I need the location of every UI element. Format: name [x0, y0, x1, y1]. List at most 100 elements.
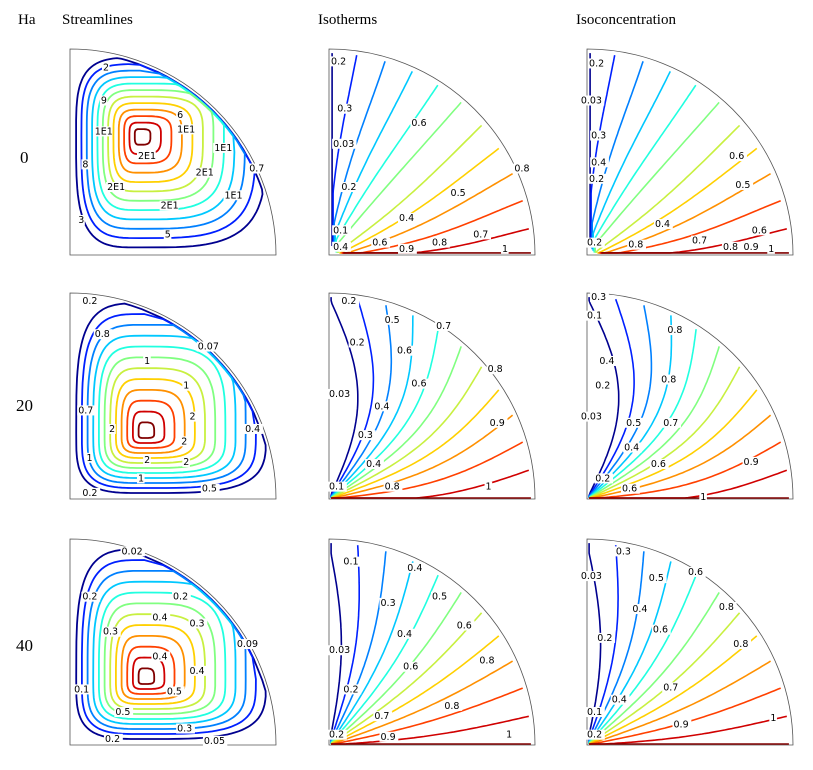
- isotherm-contour: [336, 101, 462, 253]
- streamline-label: 0.3: [177, 724, 192, 735]
- isoconcentration-label-bg: [623, 442, 642, 453]
- isotherm-contour: [337, 124, 483, 253]
- isoconcentration-label-bg: [586, 237, 605, 248]
- streamline-label-bg: [176, 124, 195, 135]
- isoconcentration-label: 0.4: [655, 219, 670, 230]
- isotherm-label-bg: [488, 417, 508, 428]
- isotherm-contour: [331, 715, 529, 745]
- streamline-label-bg: [188, 665, 208, 676]
- isotherm-label-bg: [383, 314, 403, 325]
- isotherm-label: 0.6: [372, 238, 387, 249]
- isoconcentration-label: 0.8: [719, 602, 734, 613]
- isotherm-label-bg: [340, 296, 360, 307]
- isotherm-contour: [330, 660, 514, 745]
- isotherm-label-bg: [486, 364, 506, 375]
- isotherm-label-bg: [340, 182, 360, 193]
- isotherm-label: 0.9: [381, 732, 396, 743]
- isotherm-label: 0.1: [333, 225, 348, 236]
- isotherm-label-bg: [332, 241, 351, 252]
- isoconcentration-label: 0.5: [735, 180, 750, 191]
- isoconcentration-label-bg: [767, 243, 775, 254]
- streamline-label-bg: [176, 723, 195, 734]
- isoconcentration-label-bg: [586, 707, 605, 718]
- streamline-label: 0.2: [82, 296, 97, 307]
- streamline-label: 1E1: [177, 124, 195, 135]
- isotherm-label: 0.5: [432, 592, 447, 603]
- isoconcentration-label: 0.7: [692, 236, 707, 247]
- isotherm-label: 0.4: [374, 401, 389, 412]
- streamline-label-bg: [106, 182, 125, 193]
- isotherm-label: 0.6: [411, 379, 426, 390]
- streamline-label: 2: [183, 457, 189, 468]
- streamline-contour: [120, 389, 186, 454]
- streamline-label: 2E1: [138, 151, 156, 162]
- isoconcentration-label: 0.03: [581, 571, 602, 582]
- streamline-label-bg: [151, 651, 171, 662]
- row-label-ha-40: 40: [16, 636, 33, 655]
- isoconcentration-label: 0.8: [733, 639, 748, 650]
- isoconcentration-contour: [588, 366, 741, 499]
- isotherm-contour: [341, 199, 524, 254]
- isotherm-contour: [330, 389, 500, 499]
- isoconcentration-label-bg: [588, 58, 607, 69]
- isotherm-label-bg: [505, 729, 513, 740]
- isoconcentration-label-bg: [610, 694, 630, 705]
- isotherm-label: 0.6: [397, 346, 412, 357]
- isotherm-label: 0.3: [337, 104, 352, 115]
- isoconcentration-label-bg: [621, 483, 640, 494]
- isotherm-contour: [330, 612, 483, 745]
- isoconcentration-contour: [594, 101, 720, 253]
- isotherm-label: 0.4: [397, 629, 412, 640]
- isotherm-label: 0.03: [329, 389, 350, 400]
- streamline-label-bg: [202, 735, 228, 746]
- isoconcentration-label-bg: [627, 239, 646, 250]
- streamline-label-bg: [159, 200, 179, 211]
- isoconcentration-label-bg: [579, 571, 605, 582]
- isotherm-label-bg: [342, 556, 362, 567]
- isoconcentration-label: 1: [700, 492, 706, 503]
- header-streamlines: Streamlines: [62, 12, 133, 28]
- streamline-label-bg: [176, 109, 184, 120]
- isotherm-contour: [340, 173, 513, 254]
- isoconcentration-label-bg: [666, 325, 686, 336]
- streamline-contour: [107, 95, 204, 193]
- domain-boundary: [586, 48, 794, 256]
- isotherm-label: 0.2: [331, 56, 346, 67]
- isotherm-label-bg: [379, 597, 399, 608]
- isoconcentration-label: 0.8: [723, 242, 738, 253]
- isotherm-label-bg: [336, 103, 356, 114]
- streamline-label-bg: [108, 423, 116, 434]
- header-isoconcentration: Isoconcentration: [576, 12, 676, 28]
- domain-boundary: [586, 538, 794, 746]
- streamline-label-bg: [81, 591, 101, 602]
- streamline-contour: [126, 399, 176, 449]
- isoconcentration-contour: [588, 297, 620, 498]
- streamline-contour: [137, 421, 156, 439]
- isotherm-label-bg: [373, 401, 393, 412]
- isoconcentration-contour: [588, 574, 697, 745]
- isoconcentration-label-bg: [742, 456, 762, 467]
- isoconcentration-label: 0.9: [744, 457, 759, 468]
- isotherm-label: 0.8: [488, 364, 503, 375]
- isoconcentration-contour: [595, 124, 741, 253]
- isotherm-label: 1: [502, 244, 508, 255]
- header-isotherms: Isotherms: [318, 12, 378, 28]
- streamline-label-bg: [101, 62, 110, 73]
- streamline-label: 0.2: [82, 488, 97, 499]
- isotherm-contour: [331, 687, 523, 745]
- isotherm-contour: [330, 635, 500, 745]
- domain-boundary: [69, 48, 277, 256]
- streamline-label: 0.5: [115, 707, 130, 718]
- streamline-label: 0.3: [103, 627, 118, 638]
- isotherm-label: 0.3: [381, 598, 396, 609]
- isotherm-label: 0.7: [374, 711, 389, 722]
- isotherm-label-bg: [398, 243, 417, 254]
- streamline-label-bg: [248, 163, 268, 174]
- streamline-label-bg: [101, 626, 121, 637]
- isotherm-label-bg: [455, 620, 475, 631]
- isoconcentration-contour: [592, 71, 672, 251]
- isotherm-label-bg: [328, 388, 353, 399]
- isotherm-label: 0.6: [403, 662, 418, 673]
- streamline-label-bg: [165, 686, 185, 697]
- isotherm-label: 1: [506, 730, 512, 741]
